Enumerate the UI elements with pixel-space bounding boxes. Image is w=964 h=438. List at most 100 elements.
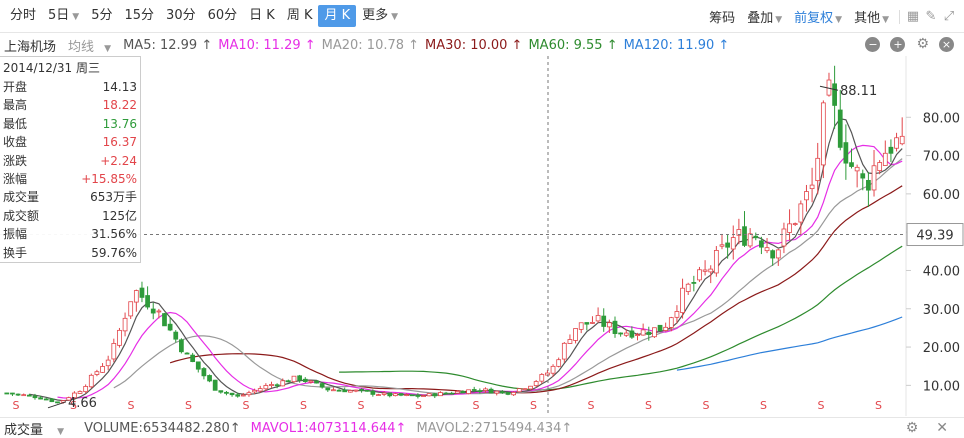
candle-body bbox=[657, 324, 663, 332]
settings-icon[interactable]: ⚙ bbox=[916, 36, 929, 52]
y-tick-label: 10.00 bbox=[923, 379, 960, 394]
candle-body bbox=[364, 389, 370, 392]
candle-body bbox=[477, 390, 483, 393]
candle-body bbox=[302, 378, 308, 382]
close-icon[interactable]: × bbox=[939, 37, 954, 52]
tab-period[interactable]: 60分 bbox=[202, 5, 244, 27]
candle-body bbox=[190, 354, 196, 363]
s-marker: S bbox=[128, 399, 135, 412]
candle-body bbox=[173, 331, 179, 340]
ma-type-dropdown[interactable]: 均线 ▼ bbox=[68, 36, 117, 55]
ma-legend-bar: 上海机场 均线 ▼ MA5: 12.99 ↑ MA10: 11.29 ↑ MA2… bbox=[0, 34, 964, 56]
candle-body bbox=[545, 372, 550, 376]
tab-period[interactable]: 5分 bbox=[85, 5, 118, 27]
info-row: 振幅 31.56% bbox=[0, 225, 140, 243]
candle-body bbox=[297, 375, 303, 381]
candle-body bbox=[359, 388, 364, 391]
candle-body bbox=[899, 135, 905, 145]
candle-body bbox=[590, 322, 595, 324]
volume-title[interactable]: 成交量 ▼ bbox=[0, 419, 74, 438]
candle-body bbox=[516, 388, 522, 393]
info-value: 31.56% bbox=[91, 227, 137, 242]
stock-name: 上海机场 bbox=[4, 39, 57, 55]
candle-body bbox=[781, 228, 787, 247]
candle-body bbox=[860, 173, 866, 179]
tab-period[interactable]: 分时 bbox=[4, 5, 42, 27]
settings-icon[interactable]: ⚙ bbox=[905, 420, 919, 436]
candle-body bbox=[730, 237, 736, 250]
info-rows: 开盘 14.13 最高 18.22 最低 13.76 收盘 16.37 涨跌 +2.24 涨幅 +15… bbox=[0, 78, 140, 262]
candle-body bbox=[635, 334, 640, 337]
candle-body bbox=[685, 283, 691, 292]
tab-label: 15分 bbox=[124, 8, 155, 23]
tab-period[interactable]: 更多 ▼ bbox=[356, 5, 404, 27]
overlay-button[interactable]: 叠加 ▼ bbox=[741, 7, 788, 26]
tab-period[interactable]: 周 K bbox=[281, 5, 319, 27]
tab-period[interactable]: 15分 bbox=[119, 5, 161, 27]
candle-body bbox=[235, 394, 241, 397]
divider bbox=[899, 9, 900, 24]
close-icon[interactable]: ✕ bbox=[936, 420, 948, 436]
candle-body bbox=[347, 390, 353, 393]
candle-body bbox=[263, 385, 269, 390]
chevron-down-icon: ▼ bbox=[775, 15, 783, 25]
candle-body bbox=[820, 102, 826, 166]
adjust-label: 前复权 bbox=[794, 11, 834, 26]
y-tick-label: 60.00 bbox=[923, 188, 960, 203]
tab-period[interactable]: 30分 bbox=[160, 5, 202, 27]
tab-period[interactable]: 5日 ▼ bbox=[42, 5, 85, 27]
fullscreen-icon[interactable]: ⤢ bbox=[943, 9, 955, 24]
candle-body bbox=[837, 109, 843, 148]
candle-body bbox=[336, 389, 342, 392]
candle-body bbox=[494, 390, 500, 394]
candle-body bbox=[32, 395, 38, 399]
candle-body bbox=[145, 295, 150, 308]
info-value: 16.37 bbox=[102, 135, 137, 150]
info-value: 59.76% bbox=[91, 245, 137, 260]
s-marker: S bbox=[875, 399, 882, 412]
candle-body bbox=[787, 223, 792, 233]
grid-icon[interactable]: ▦ bbox=[906, 9, 920, 24]
other-button[interactable]: 其他 ▼ bbox=[848, 7, 895, 26]
info-row: 开盘 14.13 bbox=[0, 78, 140, 96]
candle-body bbox=[10, 392, 15, 395]
chevron-down-icon: ▼ bbox=[104, 43, 112, 54]
candle-body bbox=[117, 329, 122, 346]
ma60-value: MA60: 9.55 ↑ bbox=[528, 37, 618, 53]
pen-icon[interactable]: ✎ bbox=[925, 9, 937, 24]
candle-body bbox=[561, 342, 567, 360]
candle-body bbox=[505, 392, 511, 395]
candle-body bbox=[680, 287, 685, 314]
candle-body bbox=[26, 394, 32, 397]
candle-body bbox=[674, 311, 680, 318]
candle-body bbox=[629, 330, 635, 338]
volume-bar: 成交量 ▼ VOLUME:6534482.280↑ MAVOL1:4073114… bbox=[0, 417, 964, 438]
mavol1-value: MAVOL1:4073114.644↑ bbox=[250, 420, 407, 436]
y-tick-label: 20.00 bbox=[923, 341, 960, 356]
candle-body bbox=[578, 322, 584, 330]
plus-icon[interactable]: + bbox=[890, 37, 906, 52]
kline-chart[interactable]: 80.0070.0060.0050.0040.0030.0020.0010.00… bbox=[0, 56, 964, 416]
tab-label: 分时 bbox=[10, 8, 37, 23]
candle-body bbox=[162, 313, 167, 327]
s-marker: S bbox=[645, 399, 652, 412]
candle-body bbox=[286, 380, 291, 383]
tab-period[interactable]: 月 K bbox=[318, 5, 357, 27]
adjust-button[interactable]: 前复权 ▼ bbox=[788, 7, 848, 26]
chip-button[interactable]: 筹码 bbox=[709, 11, 736, 26]
mavol2-value: MAVOL2:2715494.434↑ bbox=[416, 420, 573, 436]
minus-icon[interactable]: − bbox=[865, 37, 881, 52]
s-marker: S bbox=[818, 399, 825, 412]
s-marker: S bbox=[703, 399, 710, 412]
s-marker: S bbox=[530, 399, 537, 412]
candle-body bbox=[342, 389, 348, 393]
candle-body bbox=[775, 249, 781, 259]
info-row: 最低 13.76 bbox=[0, 115, 140, 133]
candle-body bbox=[483, 388, 488, 391]
s-marker: S bbox=[358, 399, 365, 412]
s-marker: S bbox=[760, 399, 767, 412]
candle-body bbox=[663, 326, 669, 331]
candle-body bbox=[652, 327, 657, 338]
tab-period[interactable]: 日 K bbox=[243, 5, 281, 27]
candle-body bbox=[404, 394, 410, 396]
